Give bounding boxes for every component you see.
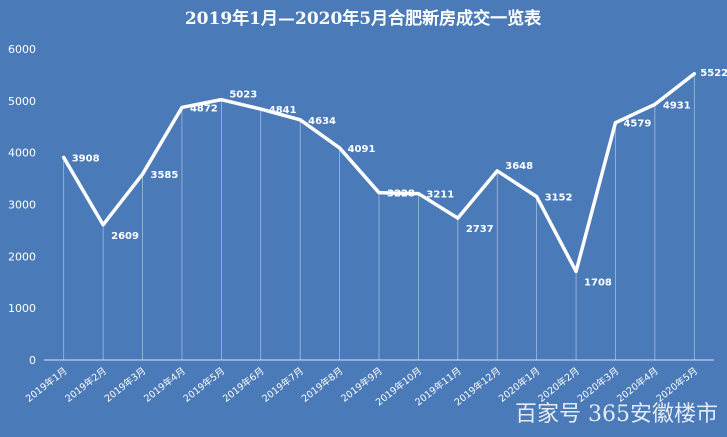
y-axis: 0 1000 2000 3000 4000 5000 6000	[8, 43, 36, 367]
data-label: 4634	[308, 116, 336, 127]
y-tick-label: 5000	[8, 95, 36, 108]
data-point	[613, 121, 617, 125]
data-point	[62, 155, 66, 159]
y-tick-label: 0	[29, 354, 36, 367]
data-point	[219, 98, 223, 102]
data-point	[416, 192, 420, 196]
data-point	[180, 105, 184, 109]
data-label: 3585	[151, 170, 179, 181]
data-point	[141, 172, 145, 176]
data-point	[298, 118, 302, 122]
data-label: 4872	[190, 103, 218, 114]
data-label: 3152	[545, 193, 573, 204]
gridlines	[63, 73, 695, 360]
data-point	[574, 269, 578, 273]
y-tick-label: 3000	[8, 199, 36, 212]
data-label: 3908	[72, 153, 100, 164]
data-label: 4841	[269, 105, 297, 116]
data-point	[692, 72, 696, 76]
data-point	[259, 107, 263, 111]
data-point	[535, 195, 539, 199]
watermark-text: 百家号 365安徽楼市	[515, 402, 718, 427]
y-tick-label: 2000	[8, 250, 36, 263]
y-tick-label: 6000	[8, 43, 36, 56]
data-label: 5522	[700, 68, 727, 79]
data-labels: 3908 2609 3585 4872 5023 4841 4634 4091 3228 3211…	[72, 68, 727, 289]
data-point	[456, 216, 460, 220]
data-point	[495, 169, 499, 173]
data-point	[338, 146, 342, 150]
data-label: 1708	[584, 277, 612, 288]
chart-title: 2019年1月—2020年5月合肥新房成交一览表	[185, 8, 542, 29]
y-tick-label: 1000	[8, 302, 36, 315]
data-label: 2737	[466, 224, 494, 235]
data-point	[653, 102, 657, 106]
data-label: 4091	[348, 144, 376, 155]
data-label: 5023	[229, 90, 257, 101]
series	[61, 72, 697, 274]
data-label: 3228	[387, 189, 415, 200]
data-point	[377, 191, 381, 195]
data-label: 2609	[111, 231, 139, 242]
data-label: 4579	[623, 119, 651, 130]
y-tick-label: 4000	[8, 147, 36, 160]
data-point	[101, 223, 105, 227]
data-label: 4931	[663, 100, 691, 111]
data-label: 3648	[505, 161, 533, 172]
data-label: 3211	[426, 190, 454, 201]
